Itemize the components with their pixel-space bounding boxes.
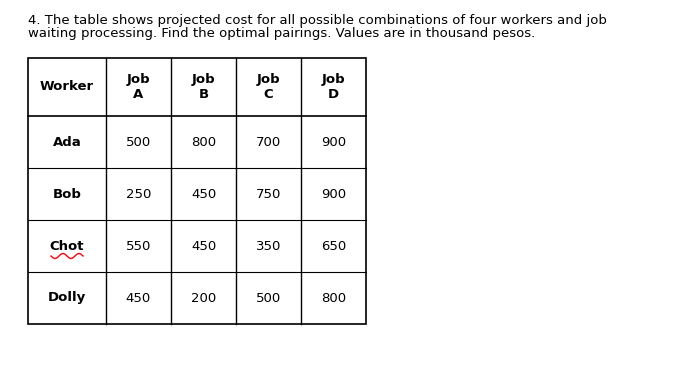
Text: Dolly: Dolly	[48, 291, 86, 305]
Text: 900: 900	[321, 188, 346, 200]
Text: Job: Job	[127, 73, 150, 86]
Text: Job: Job	[322, 73, 345, 86]
Text: 750: 750	[256, 188, 281, 200]
Text: 450: 450	[191, 188, 216, 200]
Text: 450: 450	[126, 291, 151, 305]
Text: D: D	[328, 88, 339, 102]
Text: 800: 800	[321, 291, 346, 305]
Text: 200: 200	[191, 291, 216, 305]
Text: 350: 350	[256, 239, 281, 252]
Text: Ada: Ada	[53, 135, 81, 149]
Text: 4. The table shows projected cost for all possible combinations of four workers : 4. The table shows projected cost for al…	[28, 14, 607, 27]
Text: Job: Job	[257, 73, 280, 86]
Bar	[28, 58, 366, 324]
Text: 250: 250	[126, 188, 151, 200]
Text: 500: 500	[256, 291, 281, 305]
Text: 450: 450	[191, 239, 216, 252]
Text: 800: 800	[191, 135, 216, 149]
Text: Worker: Worker	[40, 81, 94, 93]
Text: 550: 550	[126, 239, 151, 252]
Text: 500: 500	[126, 135, 151, 149]
Text: 650: 650	[321, 239, 346, 252]
Text: 700: 700	[256, 135, 281, 149]
Text: Job: Job	[191, 73, 215, 86]
Text: B: B	[198, 88, 209, 102]
Text: waiting processing. Find the optimal pairings. Values are in thousand pesos.: waiting processing. Find the optimal pai…	[28, 27, 535, 40]
Text: A: A	[134, 88, 143, 102]
Text: C: C	[264, 88, 274, 102]
Text: Bob: Bob	[53, 188, 81, 200]
Text: 900: 900	[321, 135, 346, 149]
Text: Chot: Chot	[49, 239, 84, 252]
